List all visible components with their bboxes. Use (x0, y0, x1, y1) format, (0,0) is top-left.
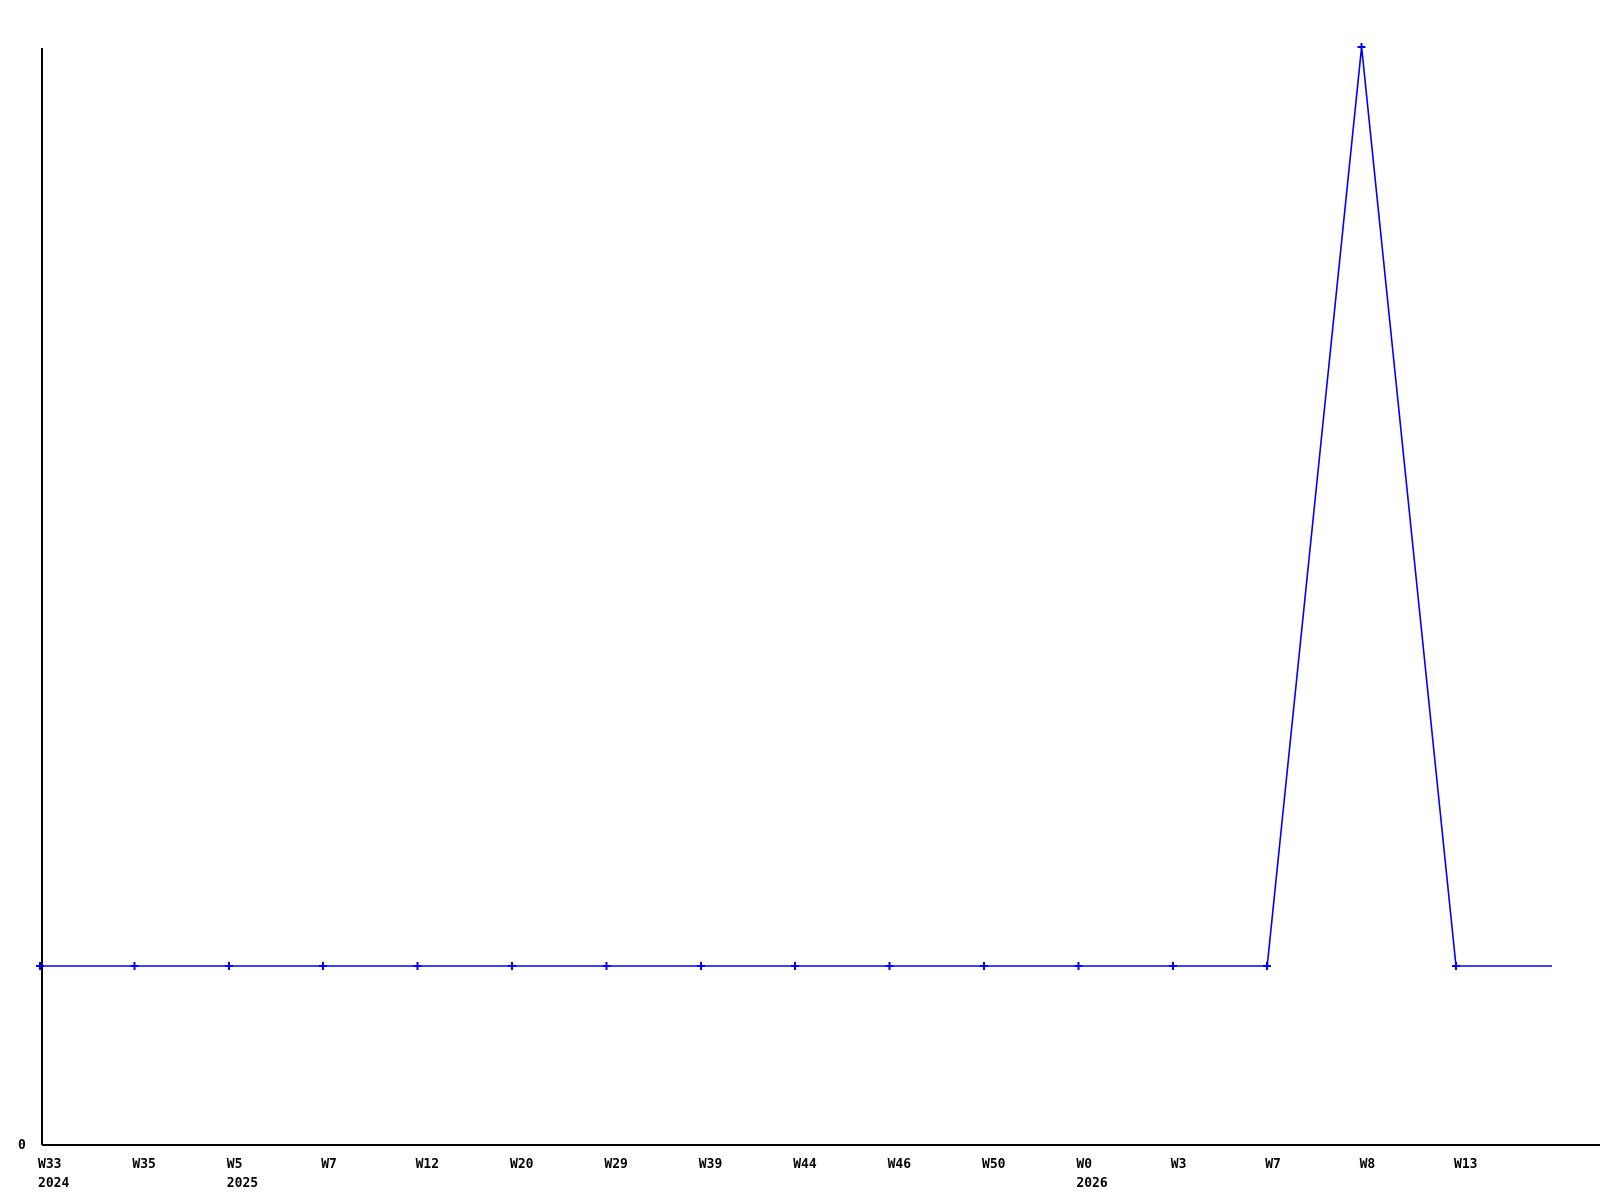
tick-week-label: W7 (1265, 1157, 1281, 1172)
x-axis-tick-label: W29 (604, 1155, 627, 1174)
x-axis-tick-label: W50 (982, 1155, 1005, 1174)
x-axis-tick-label: W46 (888, 1155, 911, 1174)
data-point-markers (36, 43, 1460, 970)
tick-year-label: 2025 (226, 1176, 259, 1191)
x-axis-tick-label: W0 2026 (1076, 1155, 1107, 1193)
tick-week-label: W46 (887, 1157, 912, 1172)
x-axis-tick-label: W12 (416, 1155, 439, 1174)
tick-week-label: W3 (1170, 1157, 1187, 1172)
tick-week-label: W5 (226, 1157, 243, 1172)
x-axis-tick-label: W5 2025 (227, 1155, 258, 1193)
tick-week-label: W35 (132, 1157, 156, 1172)
x-axis-tick-label: W44 (793, 1155, 816, 1174)
x-axis-tick-label: W13 (1454, 1155, 1477, 1174)
tick-year-label: 2024 (38, 1176, 70, 1191)
x-axis-tick-label: W7 (1265, 1155, 1281, 1174)
x-axis-tick-label: W33 2024 (38, 1155, 69, 1193)
x-axis-tick-label: W7 (321, 1155, 337, 1174)
x-axis-tick-label: W8 (1360, 1155, 1376, 1174)
y-axis-tick-label-0: 0 (18, 1138, 26, 1153)
tick-week-label: W20 (510, 1157, 534, 1172)
tick-week-label: W33 (38, 1157, 62, 1172)
tick-week-label: W12 (415, 1157, 440, 1172)
x-axis-tick-label: W3 (1171, 1155, 1187, 1174)
tick-week-label: W39 (698, 1157, 723, 1172)
tick-week-label: W29 (604, 1157, 628, 1172)
x-axis-tick-label: W39 (699, 1155, 722, 1174)
x-axis-tick-label: W20 (510, 1155, 533, 1174)
tick-week-label: W50 (982, 1157, 1006, 1172)
tick-week-label: W8 (1359, 1157, 1376, 1172)
tick-week-label: W13 (1454, 1157, 1478, 1172)
tick-week-label: W0 (1076, 1157, 1093, 1172)
x-axis-tick-label: W35 (132, 1155, 155, 1174)
tick-year-label: 2026 (1076, 1176, 1108, 1191)
data-series-line (40, 46, 1552, 967)
tick-week-label: W7 (321, 1157, 337, 1172)
tick-week-label: W44 (793, 1157, 817, 1172)
